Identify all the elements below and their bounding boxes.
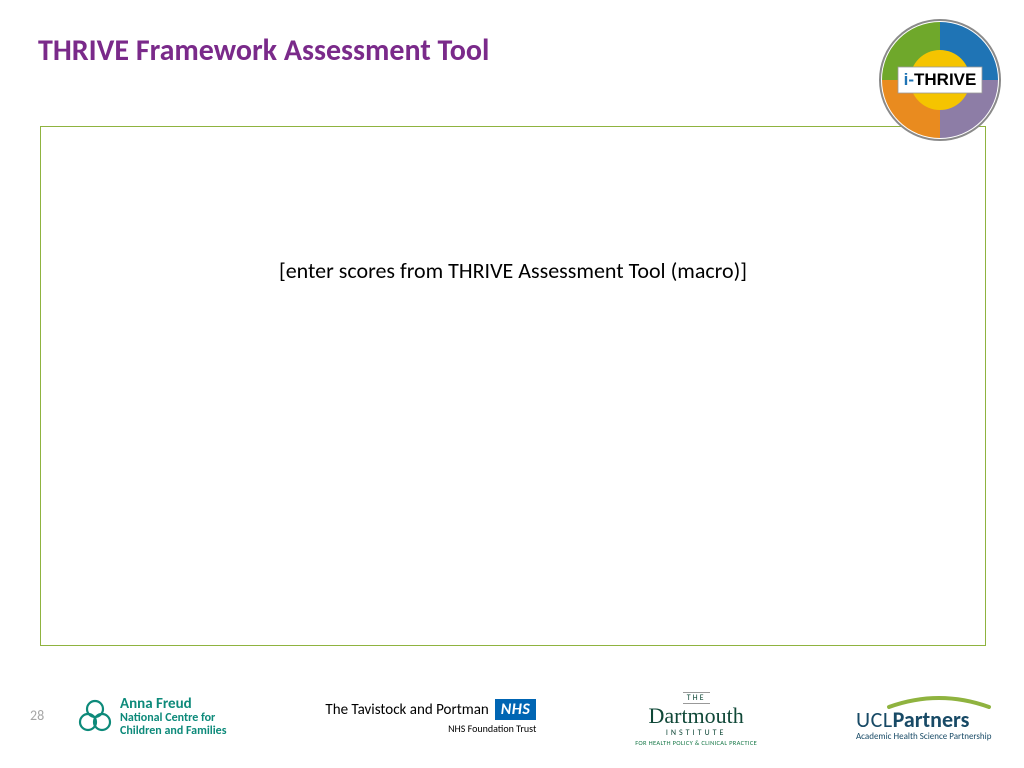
dartmouth-name: Dartmouth xyxy=(635,705,757,727)
ithrive-logo: i-THRIVE xyxy=(878,18,1002,142)
placeholder-text: [enter scores from THRIVE Assessment Too… xyxy=(41,257,985,284)
nhs-badge: NHS xyxy=(495,699,537,720)
footer-logos: Anna Freud National Centre for Children … xyxy=(78,690,994,744)
knot-icon xyxy=(78,697,112,737)
dartmouth-the: THE xyxy=(683,692,710,704)
page-title: THRIVE Framework Assessment Tool xyxy=(38,32,489,69)
dartmouth-logo: THE Dartmouth INSTITUTE FOR HEALTH POLIC… xyxy=(635,688,757,747)
tavistock-logo: The Tavistock and Portman NHS NHS Founda… xyxy=(325,699,536,735)
svg-text:i-THRIVE: i-THRIVE xyxy=(904,70,977,89)
assessment-content-box: [enter scores from THRIVE Assessment Too… xyxy=(40,126,986,646)
ithrive-main: THRIVE xyxy=(914,70,976,89)
tavistock-sub: NHS Foundation Trust xyxy=(325,722,536,735)
dartmouth-tag: FOR HEALTH POLICY & CLINICAL PRACTICE xyxy=(635,740,757,747)
uclpartners-logo: UCLPartners Academic Health Science Part… xyxy=(856,693,994,741)
ithrive-prefix: i- xyxy=(904,70,914,89)
ucl-text: UCL xyxy=(856,709,893,731)
anna-freud-sub2: Children and Families xyxy=(120,725,227,738)
page-number: 28 xyxy=(30,707,44,724)
dartmouth-inst: INSTITUTE xyxy=(635,729,757,737)
partners-text: Partners xyxy=(893,709,970,731)
ucl-tag: Academic Health Science Partnership xyxy=(856,732,994,741)
anna-freud-logo: Anna Freud National Centre for Children … xyxy=(78,697,227,738)
anna-freud-name: Anna Freud xyxy=(120,697,227,713)
anna-freud-sub1: National Centre for xyxy=(120,712,227,725)
tavistock-text: The Tavistock and Portman xyxy=(325,701,488,719)
